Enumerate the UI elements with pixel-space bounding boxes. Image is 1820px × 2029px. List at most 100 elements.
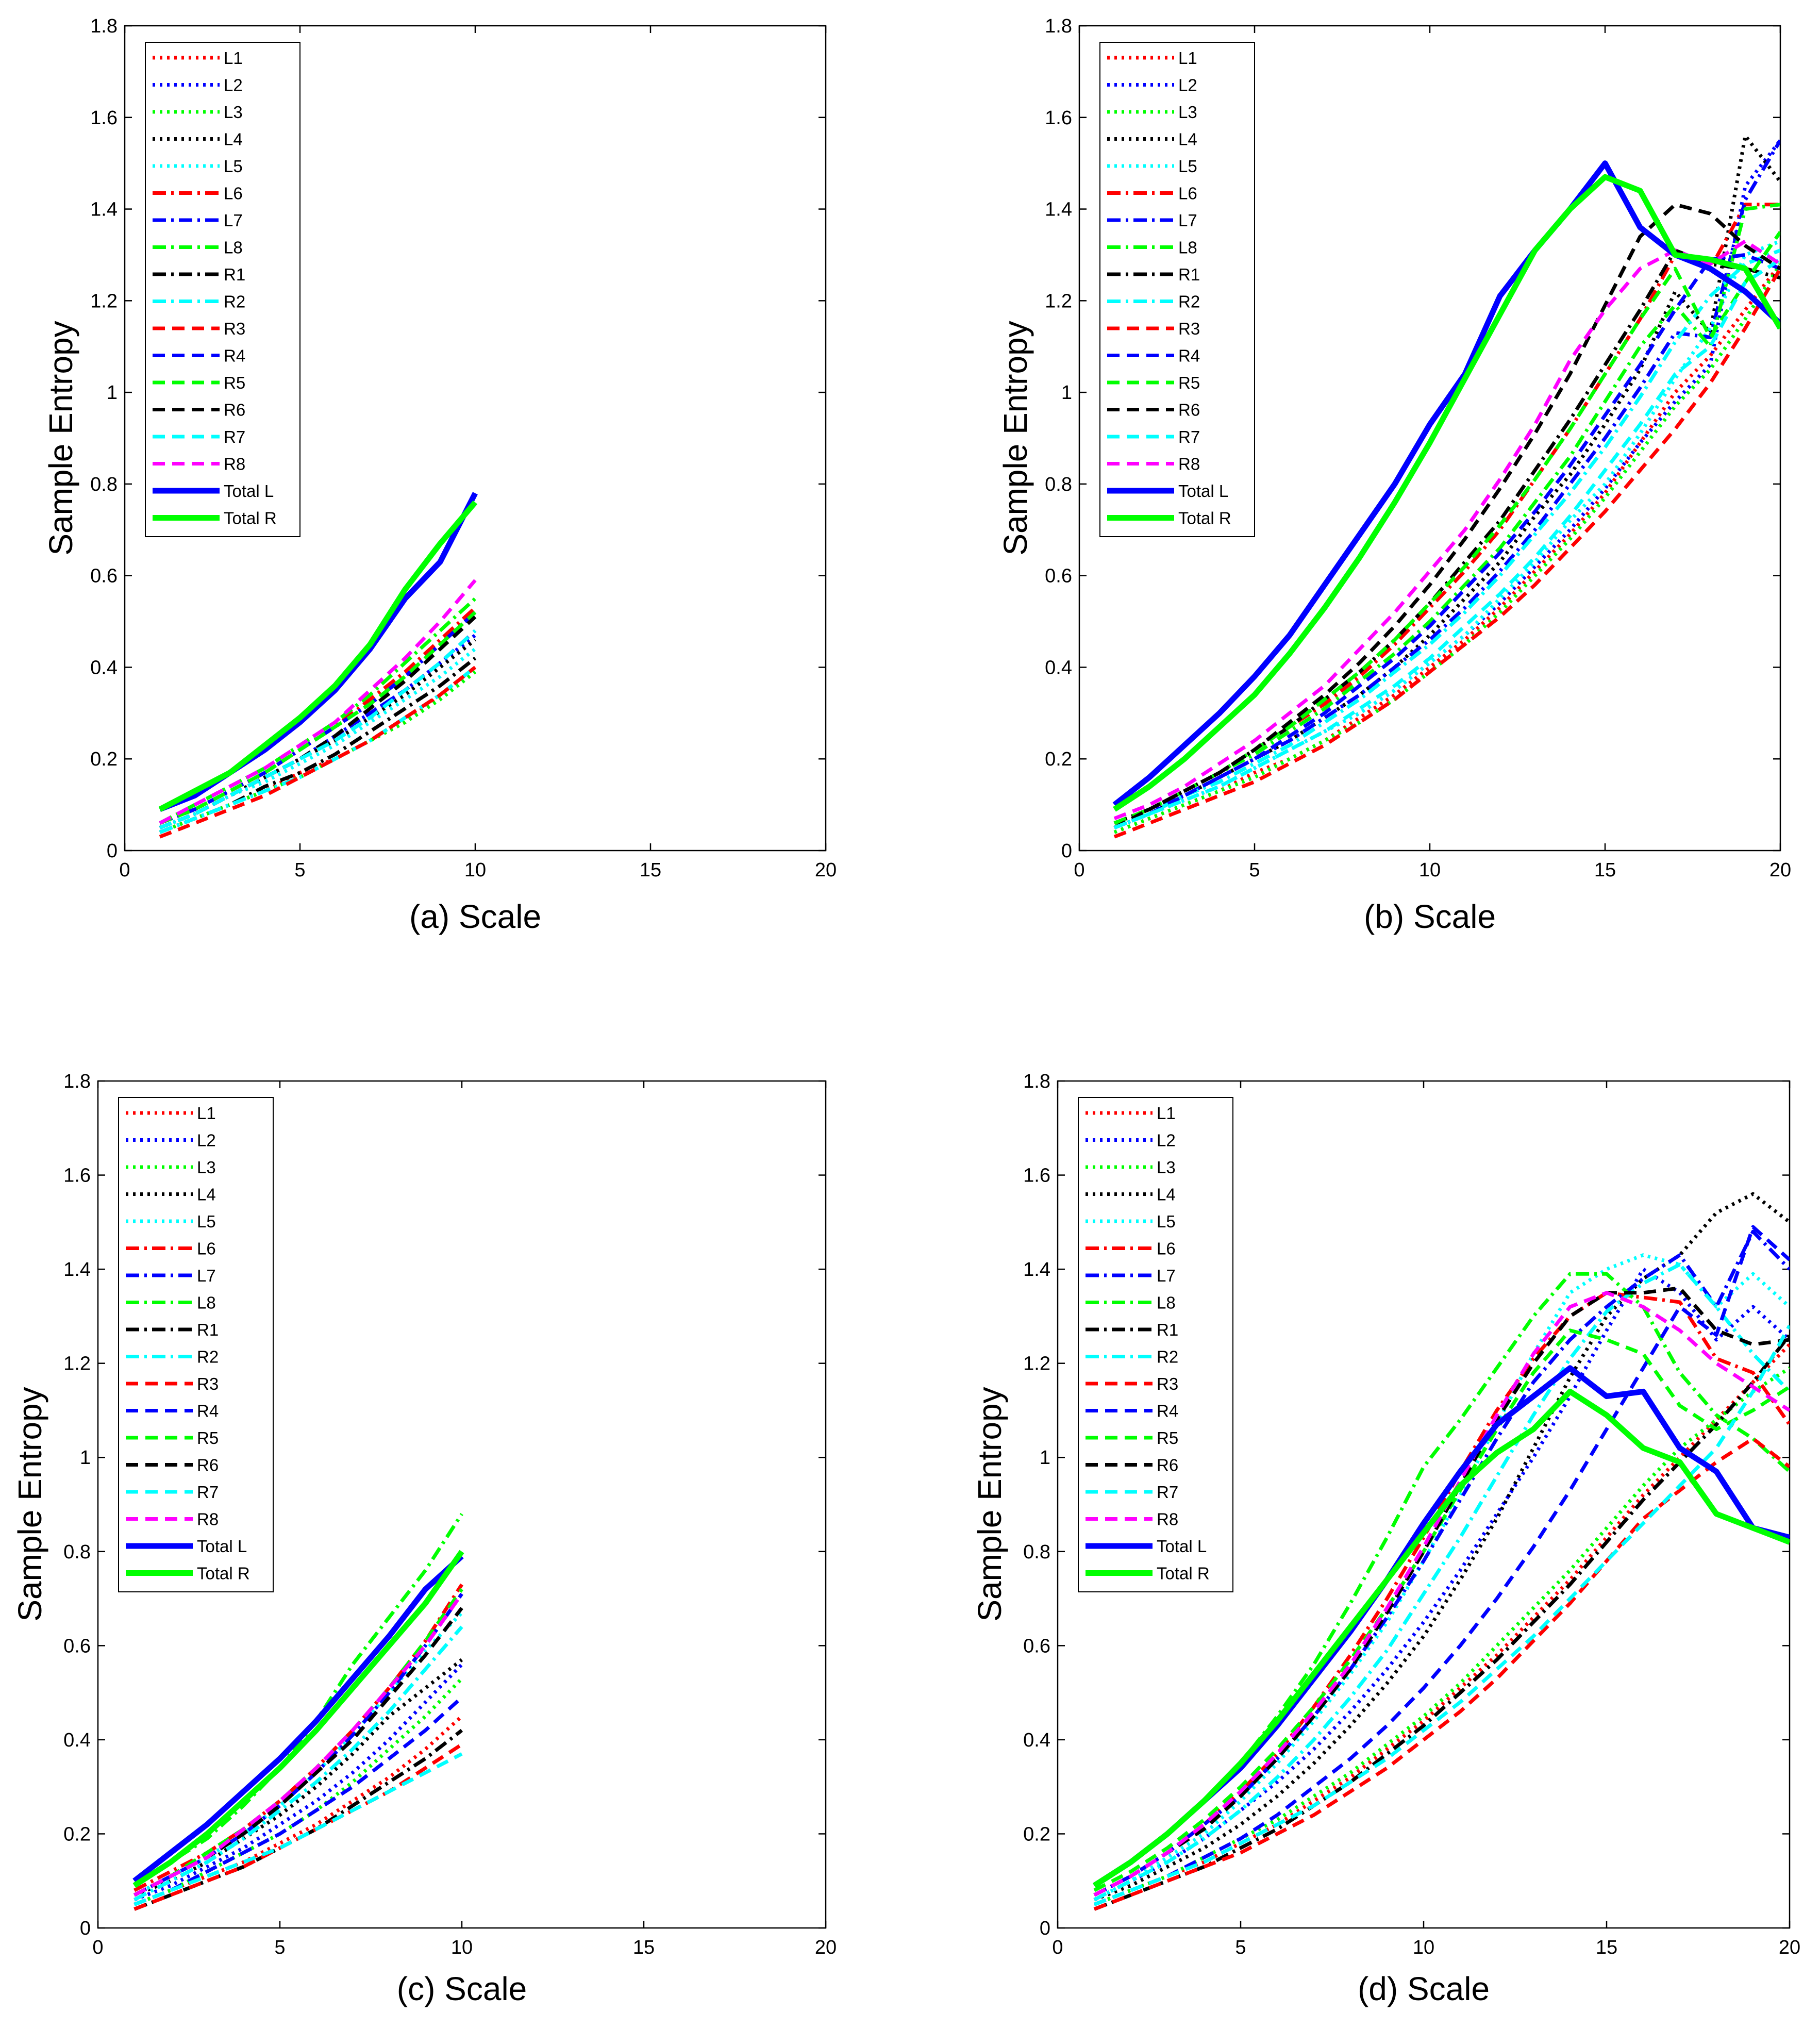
panel-b-legend-label: R4 <box>1178 346 1200 365</box>
panel-d-series-l8 <box>1093 1272 1790 1887</box>
panel-d-legend-label: Total L <box>1157 1537 1207 1556</box>
panel-b-series-total-l <box>1112 160 1780 807</box>
panel-b-series-l5 <box>1113 239 1780 829</box>
panel-a-legend-label: R3 <box>224 319 245 338</box>
panel-b-ytick-label: 1.6 <box>1045 107 1072 129</box>
panel-d-legend-label: R2 <box>1157 1348 1178 1367</box>
panel-c-xtick-label: 15 <box>633 1937 655 1958</box>
panel-d-legend-label: R6 <box>1157 1456 1178 1475</box>
panel-c-legend-label: L7 <box>197 1266 216 1285</box>
panel-b-ytick-label: 1.4 <box>1045 199 1072 221</box>
panel-b-series-r3 <box>1113 268 1780 839</box>
panel-c-ytick-label: 1.8 <box>63 1071 91 1092</box>
panel-c-series-total-r <box>132 1550 464 1888</box>
panel-d-legend-label: L5 <box>1157 1212 1176 1231</box>
panel-a-legend-label: L5 <box>224 157 243 176</box>
panel-a-legend-label: L8 <box>224 238 243 257</box>
panel-a-xtick-label: 5 <box>294 859 305 881</box>
panel-a-legend-label: L6 <box>224 184 243 203</box>
panel-a-legend-label: R7 <box>224 427 245 446</box>
panel-b-legend-label: L5 <box>1178 157 1197 176</box>
panel-d-legend: L1 L2 L3 L4 L5 L6 L7 L8 R1 R2 R3 R4 R5 R6 R7 R8 Total L T… <box>1078 1097 1233 1592</box>
panel-d-legend-label: L1 <box>1157 1104 1176 1123</box>
panel-b-ytick-label: 0.2 <box>1045 749 1072 770</box>
panel-c-xlabel: (c) Scale <box>397 1970 527 2007</box>
panel-d-series-r4 <box>1093 1225 1790 1906</box>
panel-b-xtick-label: 15 <box>1594 859 1616 881</box>
panel-a-legend-label: L1 <box>224 48 243 68</box>
panel-b-ytick-label: 0.8 <box>1045 474 1072 495</box>
panel-c-legend-label: L3 <box>197 1158 216 1177</box>
panel-a: Sample Entropy (a) Scale 0 5 10 15 20 0 0.2 0.4… <box>42 15 837 935</box>
panel-d-legend-box <box>1078 1097 1233 1592</box>
panel-a-legend-label: R6 <box>224 401 245 420</box>
panel-a-legend-label: L7 <box>224 211 243 230</box>
panel-a-xtick-label: 20 <box>815 859 837 881</box>
panel-b-legend-label: Total L <box>1178 481 1228 501</box>
panel-d-series-l3 <box>1093 1366 1790 1906</box>
panel-d-xtick-label: 5 <box>1235 1937 1246 1958</box>
panel-a-series-r3 <box>159 666 477 839</box>
panel-d-legend-label: R5 <box>1157 1428 1178 1448</box>
panel-d-legend-label: L3 <box>1157 1158 1176 1177</box>
panel-b-legend-box <box>1099 42 1255 537</box>
panel-b-legend-label: L6 <box>1178 184 1197 203</box>
panel-c-xtick-label: 20 <box>815 1937 837 1958</box>
panel-d-legend-label: R8 <box>1157 1510 1178 1529</box>
panel-c-series-l1 <box>133 1715 463 1906</box>
panel-b-xtick-label: 20 <box>1769 859 1791 881</box>
panel-c-legend-label: R7 <box>197 1483 219 1502</box>
panel-b-legend-label: L2 <box>1178 76 1197 95</box>
panel-c-legend-box <box>118 1097 274 1592</box>
panel-d-ytick-label: 0.8 <box>1023 1541 1050 1563</box>
panel-a-legend-label: L2 <box>224 76 243 95</box>
panel-c-ytick-label: 1.4 <box>63 1259 91 1280</box>
panel-b-xlabel: (b) Scale <box>1364 898 1496 935</box>
panel-d-series-r2 <box>1093 1262 1790 1902</box>
panel-d-xtick-label: 10 <box>1413 1937 1434 1958</box>
panel-c-ytick-label: 0 <box>80 1918 91 1939</box>
panel-d-legend-label: R1 <box>1157 1320 1178 1339</box>
panel-d-series-r8 <box>1093 1291 1790 1897</box>
panel-c-legend-label: R3 <box>197 1374 219 1393</box>
panel-c-legend-label: L1 <box>197 1104 216 1123</box>
panel-a-legend-label: R5 <box>224 373 245 392</box>
panel-d-legend-label: R4 <box>1157 1402 1178 1421</box>
panel-b-series-r6 <box>1113 203 1780 829</box>
panel-c-legend-label: R1 <box>197 1320 219 1339</box>
panel-a-series-group <box>158 492 478 839</box>
panel-d-ytick-label: 1.4 <box>1023 1259 1050 1280</box>
panel-c-legend-label: L5 <box>197 1212 216 1231</box>
panel-d-ytick-label: 1.6 <box>1023 1165 1050 1187</box>
panel-d-ytick-label: 1 <box>1040 1447 1050 1469</box>
panel-b-legend-label: L8 <box>1178 238 1197 257</box>
panel-a-series-r7 <box>159 629 477 829</box>
panel-b-series-r4 <box>1113 253 1780 829</box>
panel-c-legend-label: L6 <box>197 1239 216 1258</box>
panel-d-xtick-label: 20 <box>1779 1937 1800 1958</box>
panel-b-legend-label: R2 <box>1178 292 1200 311</box>
panel-b-legend-label: R3 <box>1178 319 1200 338</box>
panel-b-legend-label: L4 <box>1178 130 1197 149</box>
panel-b-legend-label: R5 <box>1178 373 1200 392</box>
panel-a-series-l5 <box>159 647 477 829</box>
panel-d-series-total-r <box>1093 1388 1790 1888</box>
panel-b-legend-label: Total R <box>1178 509 1231 528</box>
panel-a-ytick-label: 0.2 <box>90 749 118 770</box>
panel-b-xtick-label: 5 <box>1249 859 1260 881</box>
panel-d-xlabel: (d) Scale <box>1358 1970 1490 2007</box>
panel-a-xtick-label: 0 <box>119 859 130 881</box>
panel-b-series-r7 <box>1113 258 1780 829</box>
panel-a-legend-label: Total R <box>224 509 277 528</box>
panel-b-ytick-label: 1.8 <box>1045 15 1072 37</box>
panel-a-ytick-label: 0.6 <box>90 566 118 587</box>
panel-d-series-group <box>1093 1192 1790 1911</box>
panel-d-series-r3 <box>1093 1437 1790 1911</box>
panel-b-series-l3 <box>1113 263 1780 834</box>
panel-b-legend-label: R7 <box>1178 427 1200 446</box>
panel-b: Sample Entropy (b) Scale 0 5 10 15 20 0 0.2 0.4… <box>997 15 1791 935</box>
panel-c-legend-label: R6 <box>197 1456 219 1475</box>
panel-c-series-r7 <box>133 1752 463 1906</box>
panel-c-ytick-label: 1 <box>80 1447 91 1469</box>
panel-d-ylabel: Sample Entropy <box>971 1387 1008 1621</box>
